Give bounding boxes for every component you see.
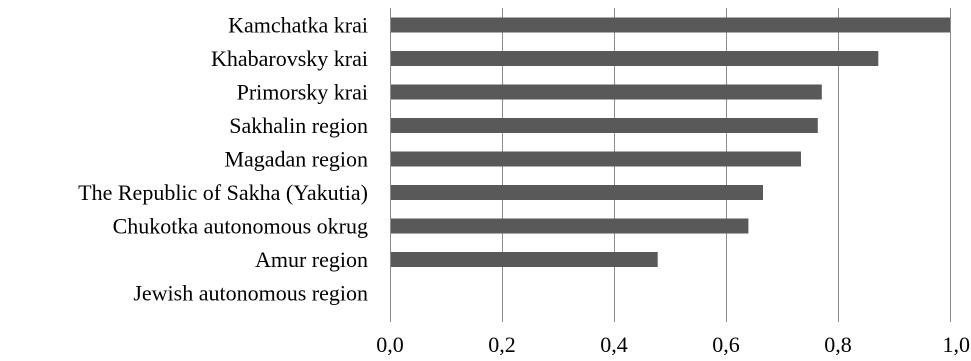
x-tick-label-3: 0,6 xyxy=(712,332,740,357)
category-label-1: Khabarovsky krai xyxy=(211,46,368,71)
bar-2 xyxy=(390,84,822,100)
bar-4 xyxy=(390,151,801,167)
bar-7 xyxy=(390,252,658,267)
bar-0 xyxy=(390,17,950,33)
category-label-2: Primorsky krai xyxy=(237,80,368,105)
x-tick-labels: 0,0 0,2 0,4 0,6 0,8 1,0 xyxy=(376,332,970,357)
category-label-3: Sakhalin region xyxy=(229,113,368,138)
category-label-4: Magadan region xyxy=(224,147,368,172)
category-label-5: The Republic of Sakha (Yakutia) xyxy=(78,180,368,205)
x-tick-label-4: 0,8 xyxy=(824,332,852,357)
x-tick-label-2: 0,4 xyxy=(600,332,628,357)
bar-3 xyxy=(390,118,818,133)
category-label-6: Chukotka autonomous okrug xyxy=(113,214,368,239)
category-label-8: Jewish autonomous region xyxy=(133,281,368,306)
bar-5 xyxy=(390,185,763,200)
category-labels: Kamchatka krai Khabarovsky krai Primorsky … xyxy=(78,13,368,306)
bar-6 xyxy=(390,218,749,234)
category-label-7: Amur region xyxy=(255,247,368,272)
bars xyxy=(390,17,950,267)
x-tick-label-5: 1,0 xyxy=(943,332,971,357)
bar-1 xyxy=(390,51,879,66)
category-label-0: Kamchatka krai xyxy=(228,13,368,38)
x-tick-label-0: 0,0 xyxy=(376,332,404,357)
x-tick-label-1: 0,2 xyxy=(488,332,516,357)
